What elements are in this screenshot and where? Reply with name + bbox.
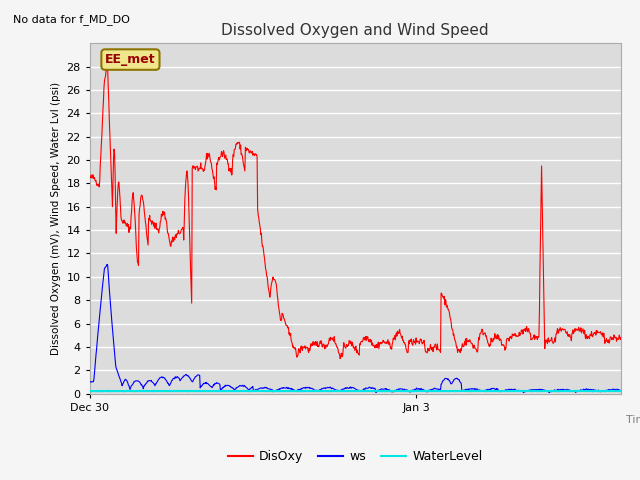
Text: No data for f_MD_DO: No data for f_MD_DO bbox=[13, 14, 130, 25]
Text: EE_met: EE_met bbox=[105, 53, 156, 66]
Y-axis label: Dissolved Oxygen (mV), Wind Speed, Water Lvl (psi): Dissolved Oxygen (mV), Wind Speed, Water… bbox=[51, 82, 61, 355]
Legend: DisOxy, ws, WaterLevel: DisOxy, ws, WaterLevel bbox=[223, 445, 488, 468]
Text: Time: Time bbox=[626, 415, 640, 425]
Title: Dissolved Oxygen and Wind Speed: Dissolved Oxygen and Wind Speed bbox=[221, 23, 489, 38]
